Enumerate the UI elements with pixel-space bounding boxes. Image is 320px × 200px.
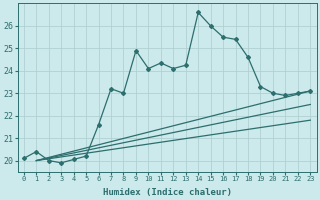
X-axis label: Humidex (Indice chaleur): Humidex (Indice chaleur) [103,188,232,197]
